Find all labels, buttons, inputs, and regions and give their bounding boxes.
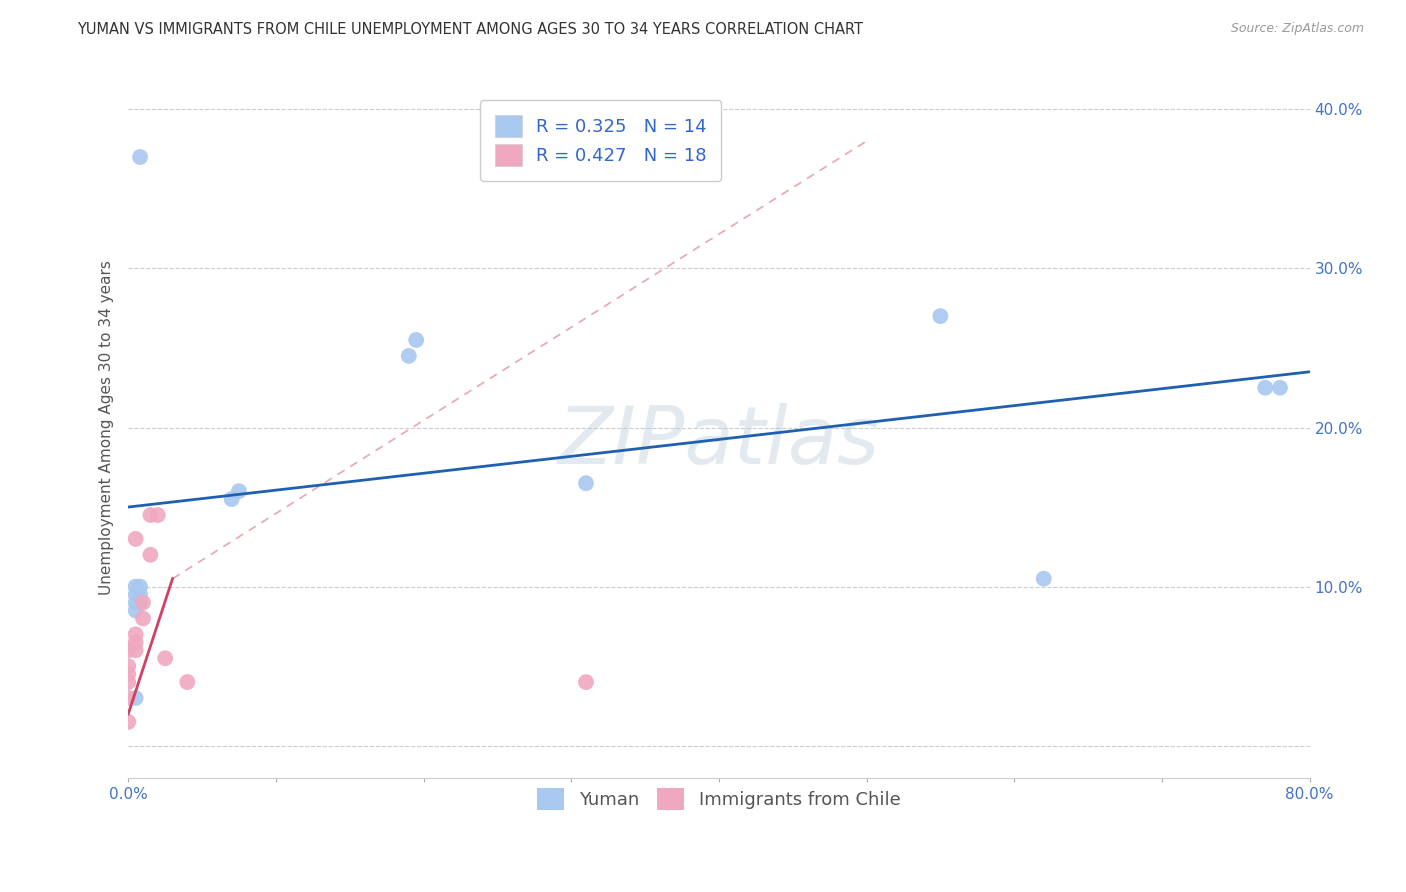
Point [132, 611, 155, 625]
Point [129, 580, 152, 594]
Point [1032, 572, 1054, 586]
Point [124, 595, 146, 609]
Point [575, 476, 598, 491]
Point [124, 588, 146, 602]
Point [1268, 381, 1291, 395]
Point [139, 548, 162, 562]
Point [124, 532, 146, 546]
Text: Source: ZipAtlas.com: Source: ZipAtlas.com [1230, 22, 1364, 36]
Point [124, 635, 146, 649]
Point [132, 595, 155, 609]
Point [228, 484, 250, 499]
Point [929, 309, 952, 323]
Point [129, 588, 152, 602]
Point [139, 508, 162, 522]
Point [575, 675, 598, 690]
Legend: Yuman, Immigrants from Chile: Yuman, Immigrants from Chile [523, 773, 915, 824]
Point [153, 651, 176, 665]
Text: YUMAN VS IMMIGRANTS FROM CHILE UNEMPLOYMENT AMONG AGES 30 TO 34 YEARS CORRELATIO: YUMAN VS IMMIGRANTS FROM CHILE UNEMPLOYM… [77, 22, 863, 37]
Point [1254, 381, 1277, 395]
Point [176, 675, 198, 690]
Point [117, 659, 139, 673]
Point [146, 508, 169, 522]
Point [117, 691, 139, 706]
Point [117, 643, 139, 657]
Point [124, 603, 146, 617]
Point [221, 492, 243, 507]
Text: ZIPatlas: ZIPatlas [558, 402, 880, 481]
Y-axis label: Unemployment Among Ages 30 to 34 years: Unemployment Among Ages 30 to 34 years [100, 260, 114, 595]
Point [398, 349, 420, 363]
Point [405, 333, 427, 347]
Point [117, 667, 139, 681]
Point [124, 691, 146, 706]
Point [129, 595, 152, 609]
Point [117, 675, 139, 690]
Point [124, 627, 146, 641]
Point [129, 150, 152, 164]
Point [124, 643, 146, 657]
Point [124, 580, 146, 594]
Point [117, 714, 139, 729]
